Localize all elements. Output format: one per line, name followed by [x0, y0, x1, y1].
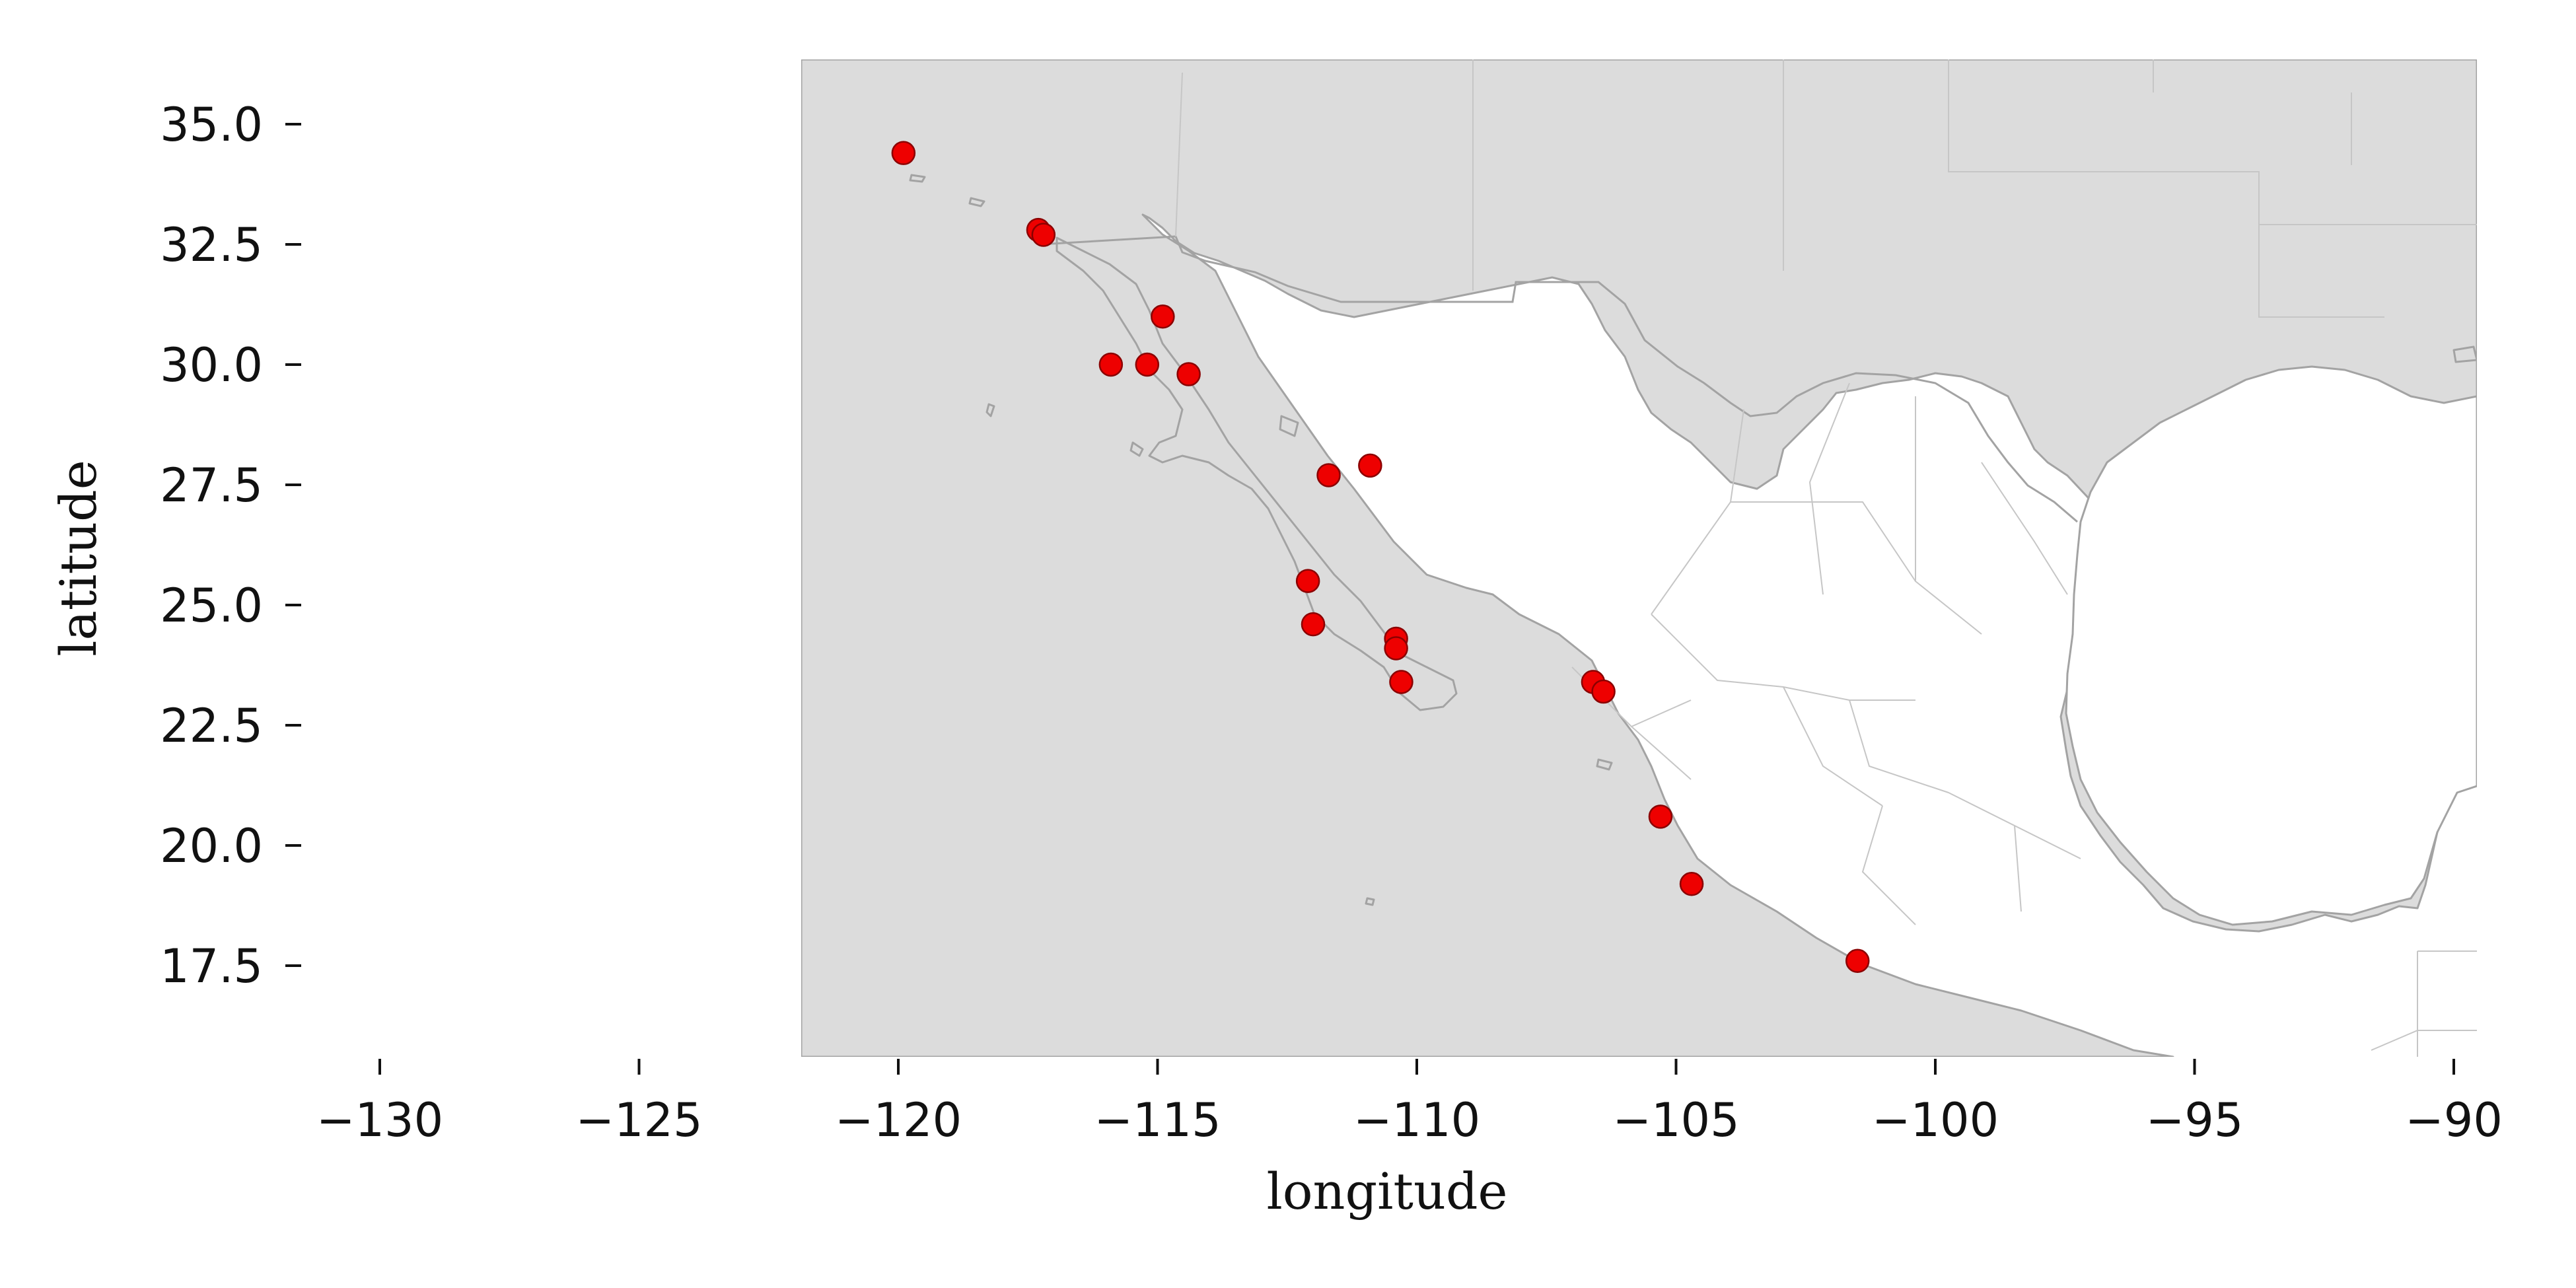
island-marias: [1596, 758, 1613, 771]
y-tick-label: 32.5: [160, 218, 263, 272]
x-axis-label: longitude: [1266, 1162, 1507, 1221]
y-tick-label: 30.0: [160, 338, 263, 392]
data-point: [1176, 362, 1201, 386]
x-axis: −130 −125 −120 −115 −110 −105 −100 −95 −90: [316, 1059, 2503, 1147]
data-point: [1316, 463, 1341, 487]
data-point: [891, 141, 916, 165]
y-tick-label: 27.5: [160, 458, 263, 513]
gulf-of-mexico: [2065, 365, 2477, 926]
x-tick-label: −115: [1094, 1093, 1221, 1147]
island-channel-1: [909, 174, 926, 183]
border-us-mexico: [1040, 235, 2078, 523]
x-tick-label: −110: [1353, 1093, 1480, 1147]
data-point: [1648, 805, 1673, 829]
island-tiburon: [1279, 415, 1299, 437]
y-tick-label: 25.0: [160, 579, 263, 633]
y-tick-label: 20.0: [160, 819, 263, 873]
state-lines: [1175, 59, 2477, 1057]
island-cedros: [1129, 441, 1144, 457]
data-point: [1151, 304, 1175, 329]
island-revillagigedo: [1365, 897, 1375, 906]
data-points: [891, 141, 1870, 973]
y-axis: 17.5 20.0 22.5 25.0 27.5 30.0 32.5 35.0: [160, 98, 301, 993]
data-point: [1358, 453, 1382, 478]
island-gulf-coast: [2452, 345, 2477, 363]
data-point: [1389, 670, 1413, 694]
data-point: [1135, 352, 1160, 377]
island-channel-2: [968, 197, 985, 207]
basemap: [801, 59, 2477, 1057]
land-baja-california: [1055, 236, 1458, 711]
data-point: [1591, 679, 1616, 704]
x-tick-label: −105: [1612, 1093, 1739, 1147]
island-guadalupe: [985, 403, 995, 417]
x-tick-label: −125: [575, 1093, 702, 1147]
data-point: [1098, 352, 1124, 377]
y-tick-label: 35.0: [160, 98, 263, 152]
data-point: [1031, 223, 1056, 247]
x-tick-label: −130: [316, 1093, 443, 1147]
data-point: [1384, 636, 1408, 661]
data-point: [1295, 569, 1320, 593]
x-tick-label: −90: [2405, 1093, 2503, 1147]
data-point: [1301, 612, 1326, 637]
y-tick-label: 22.5: [160, 699, 263, 753]
x-tick-label: −95: [2146, 1093, 2244, 1147]
y-tick-label: 17.5: [160, 939, 263, 993]
y-axis-label: latitude: [49, 460, 108, 657]
data-point: [1679, 871, 1704, 896]
x-tick-label: −100: [1872, 1093, 1999, 1147]
data-point: [1845, 948, 1870, 973]
x-tick-label: −120: [835, 1093, 962, 1147]
